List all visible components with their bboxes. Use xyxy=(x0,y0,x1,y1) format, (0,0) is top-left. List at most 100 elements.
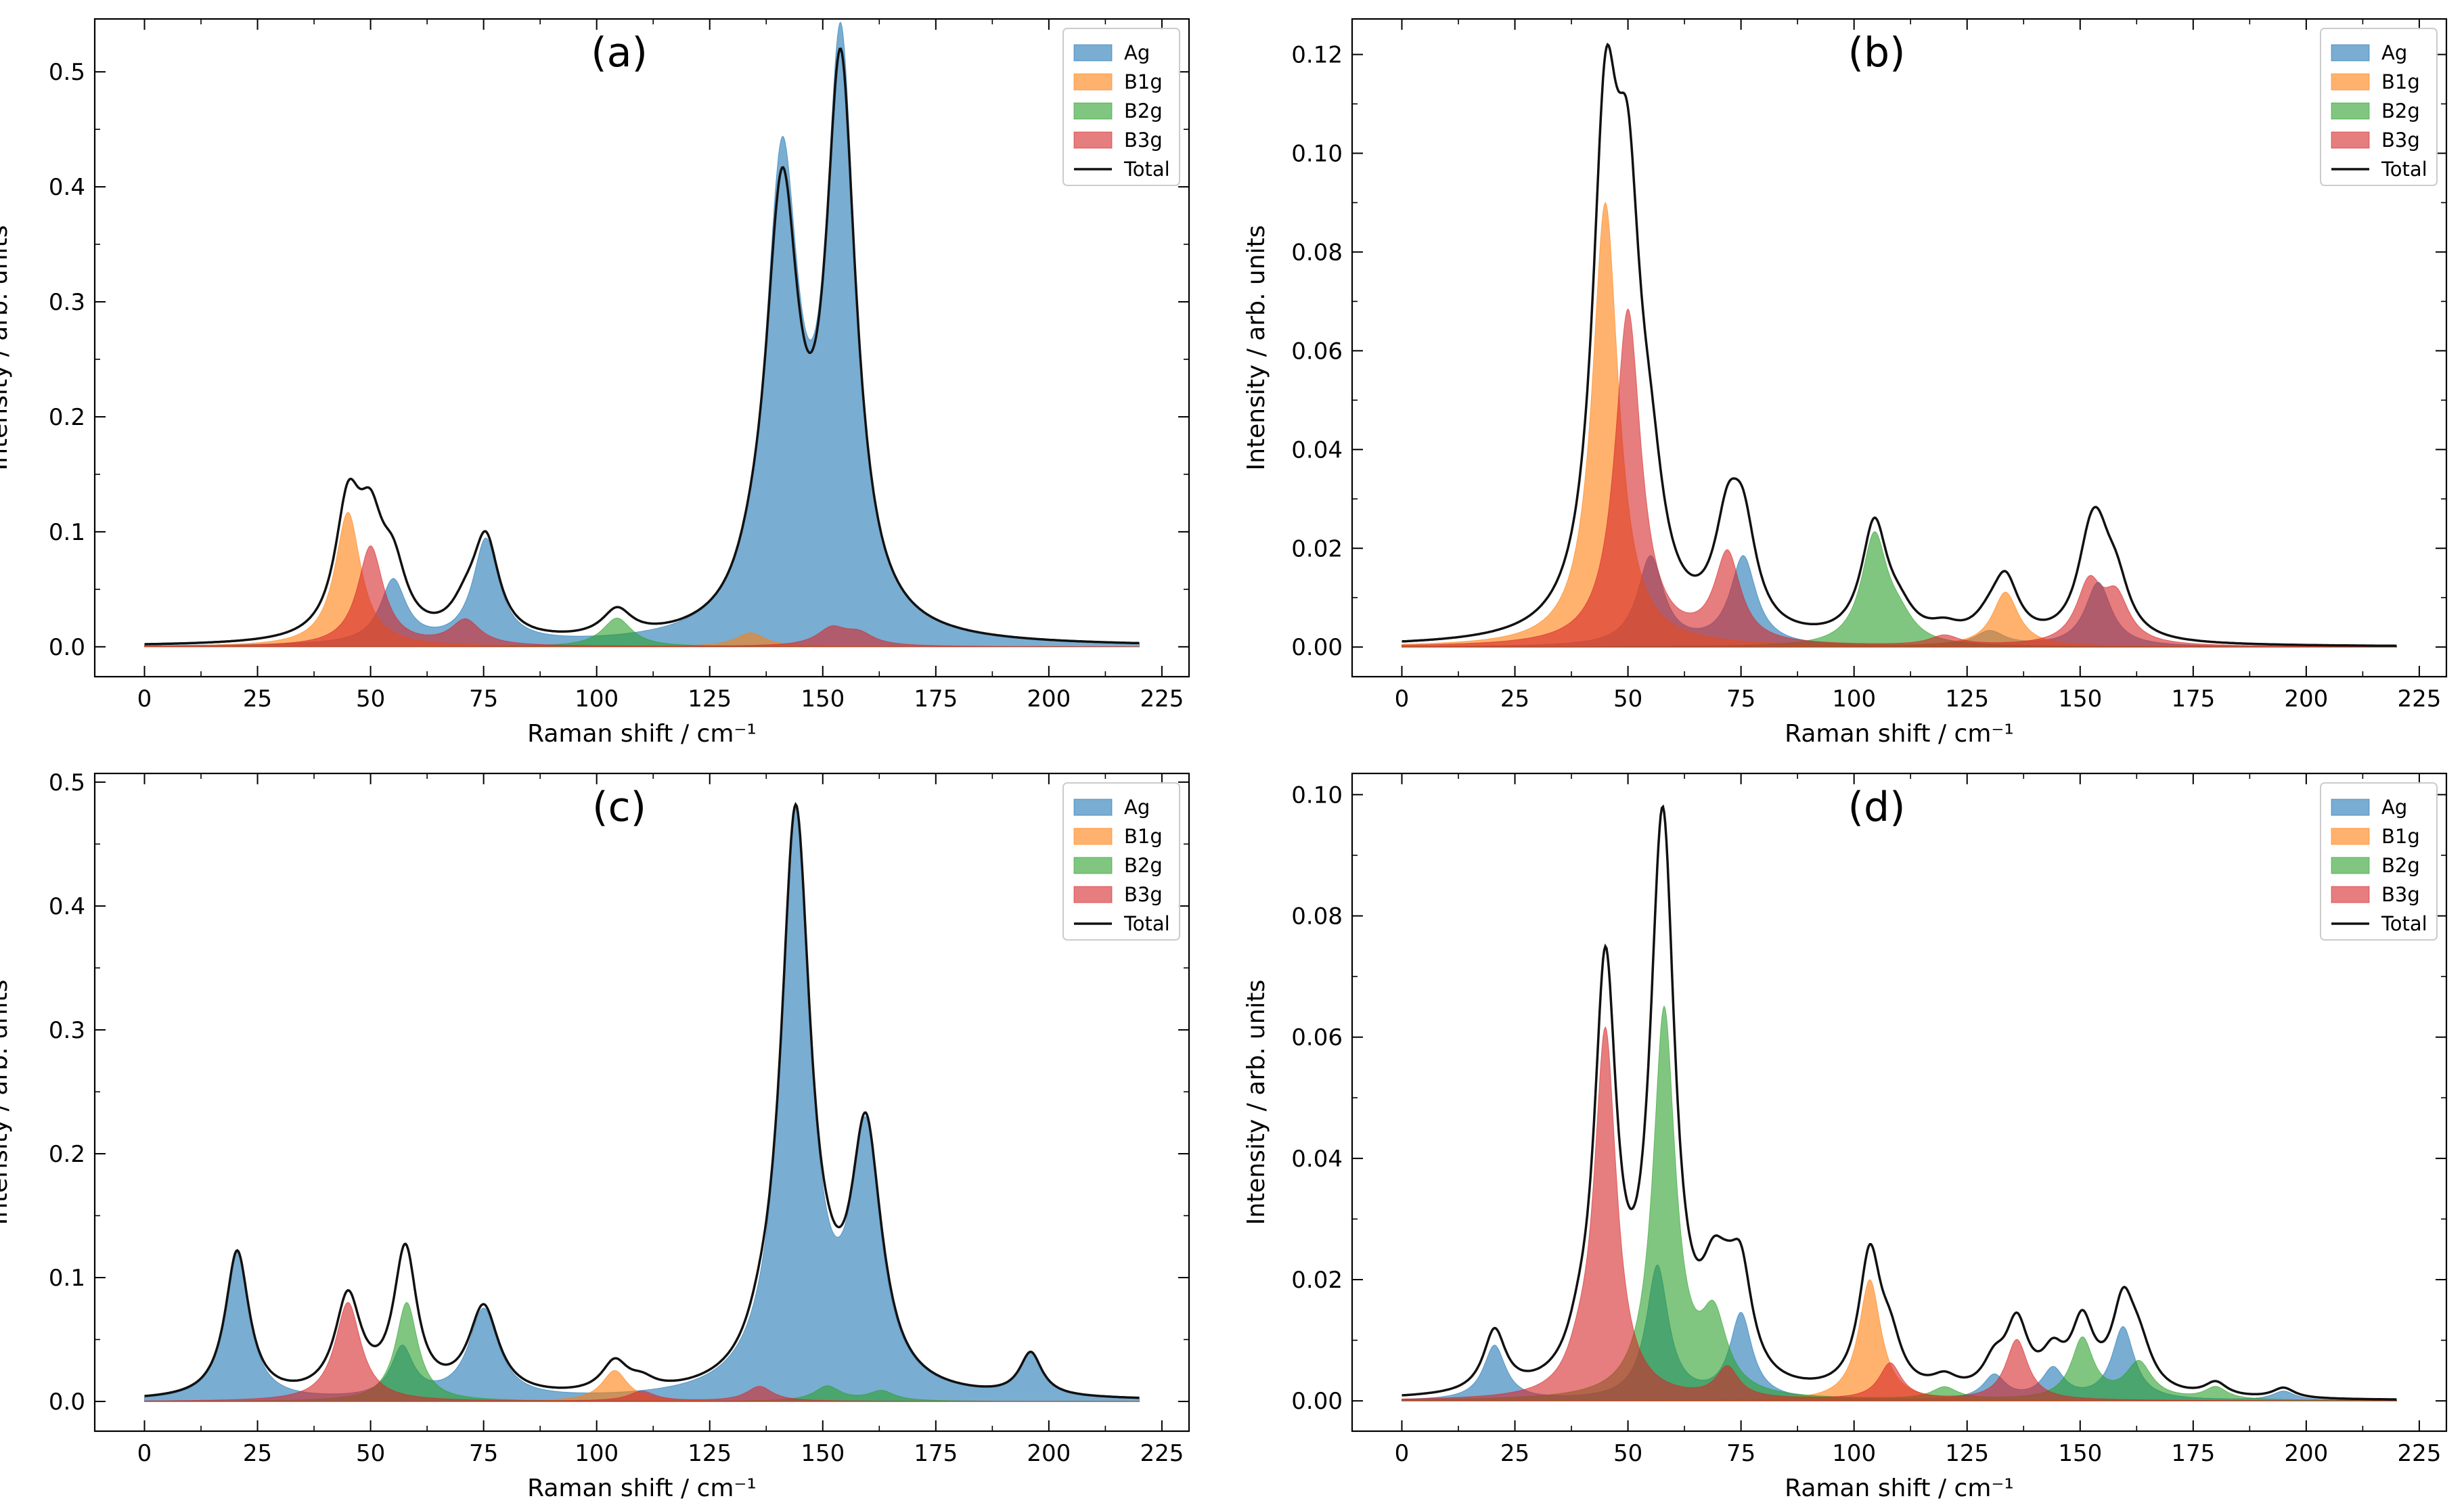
legend-label-b2g: B2g xyxy=(2381,854,2420,877)
y-tick-label: 0.08 xyxy=(1291,239,1343,266)
line-total xyxy=(1402,804,2397,1401)
legend-swatch-b3g xyxy=(1073,131,1113,149)
x-tick-label: 125 xyxy=(1945,1440,1989,1467)
x-tick-label: 150 xyxy=(2058,1440,2102,1467)
panel-4: 0 25 50 75 100 125 150 175 200 225 0.00 0.02 0.04 0.0… xyxy=(1242,772,2448,1502)
plot-area xyxy=(1402,804,2397,1401)
x-tick-label: 25 xyxy=(1500,685,1529,713)
x-tick-label: 100 xyxy=(575,685,619,713)
y-axis-label: Intensity / arb. units xyxy=(0,980,13,1225)
panel-2: 0 25 50 75 100 125 150 175 200 225 0.00 0.02 0.04 0.0… xyxy=(1242,18,2448,748)
y-axis-label: Intensity / arb. units xyxy=(1242,980,1270,1225)
y-tick-label: 0.06 xyxy=(1291,1024,1343,1052)
y-axis-label: Intensity / arb. units xyxy=(1242,225,1270,471)
y-tick-label: 0.12 xyxy=(1291,42,1343,69)
x-tick-label: 150 xyxy=(801,685,845,713)
y-tick-label: 0.2 xyxy=(49,404,85,431)
x-tick-label: 175 xyxy=(2171,1440,2215,1467)
legend-label-b2g: B2g xyxy=(2381,99,2420,122)
legend-label-b3g: B3g xyxy=(1124,883,1163,906)
legend: Ag B1g B2g B3g Total xyxy=(1062,782,1180,941)
legend-label-b3g: B3g xyxy=(2381,883,2420,906)
panel-label: (c) xyxy=(592,784,646,831)
x-tick-label: 225 xyxy=(2397,685,2441,713)
x-tick-label: 125 xyxy=(688,1440,732,1467)
x-tick-label: 175 xyxy=(914,1440,958,1467)
legend-label-b2g: B2g xyxy=(1124,99,1163,122)
legend-swatch-b2g xyxy=(2331,102,2370,120)
x-axis-label: Raman shift / cm⁻¹ xyxy=(527,1474,757,1502)
y-tick-label: 0.02 xyxy=(1291,1267,1343,1294)
panel-1: 0 25 50 75 100 125 150 175 200 225 0.0 0.1 0.2 0.3 0.4… xyxy=(0,18,1190,748)
x-tick-label: 50 xyxy=(356,685,385,713)
y-tick-label: 0.04 xyxy=(1291,436,1343,464)
axes-frame xyxy=(1351,18,2448,678)
y-tick-label: 0.02 xyxy=(1291,535,1343,562)
y-tick-label: 0.4 xyxy=(49,174,85,201)
axes-frame xyxy=(93,772,1190,1433)
area-b1g xyxy=(1402,202,2397,648)
legend-label-ag: Ag xyxy=(2381,41,2407,64)
x-tick-label: 150 xyxy=(801,1440,845,1467)
x-tick-label: 0 xyxy=(1395,685,1410,713)
area-b3g xyxy=(1402,308,2397,648)
x-tick-label: 0 xyxy=(137,1440,152,1467)
legend: Ag B1g B2g B3g Total xyxy=(2320,28,2438,186)
legend-label-total: Total xyxy=(2381,158,2427,181)
panel-label: (d) xyxy=(1848,784,1906,831)
legend-swatch-b3g xyxy=(2331,886,2370,903)
area-b3g xyxy=(144,1302,1140,1402)
axes-frame xyxy=(1351,772,2448,1433)
legend-label-total: Total xyxy=(2381,912,2427,935)
x-tick-label: 200 xyxy=(2284,1440,2328,1467)
legend: Ag B1g B2g B3g Total xyxy=(2320,782,2438,941)
legend-swatch-b2g xyxy=(2331,857,2370,874)
plot-area xyxy=(144,802,1140,1402)
panel-label: (a) xyxy=(591,29,648,76)
legend-swatch-b1g xyxy=(2331,73,2370,91)
legend-label-ag: Ag xyxy=(1124,796,1150,819)
x-axis-label: Raman shift / cm⁻¹ xyxy=(1785,720,2014,748)
legend-swatch-ag xyxy=(2331,44,2370,62)
x-axis-label: Raman shift / cm⁻¹ xyxy=(1785,1474,2014,1502)
legend-label-ag: Ag xyxy=(1124,41,1150,64)
area-b3g xyxy=(144,545,1140,648)
x-tick-label: 200 xyxy=(1027,685,1071,713)
x-tick-label: 175 xyxy=(914,685,958,713)
y-tick-label: 0.00 xyxy=(1291,1388,1343,1415)
legend-swatch-b2g xyxy=(1073,102,1113,120)
area-b3g xyxy=(1402,1026,2397,1401)
area-b1g xyxy=(144,512,1140,648)
y-tick-label: 0.06 xyxy=(1291,338,1343,365)
x-tick-label: 50 xyxy=(356,1440,385,1467)
x-tick-label: 225 xyxy=(2397,1440,2441,1467)
legend-swatch-b2g xyxy=(1073,857,1113,874)
y-tick-label: 0.10 xyxy=(1291,782,1343,809)
x-tick-label: 225 xyxy=(1140,685,1184,713)
legend-label-total: Total xyxy=(1123,912,1170,935)
legend-swatch-ag xyxy=(2331,798,2370,816)
x-tick-label: 125 xyxy=(688,685,732,713)
x-tick-label: 175 xyxy=(2171,685,2215,713)
legend-label-b1g: B1g xyxy=(2381,70,2420,93)
area-ag xyxy=(144,802,1140,1402)
area-ag xyxy=(144,22,1140,648)
x-axis-label: Raman shift / cm⁻¹ xyxy=(527,720,757,748)
line-total xyxy=(144,47,1140,646)
y-tick-label: 0.4 xyxy=(49,893,85,920)
legend-label-b1g: B1g xyxy=(1124,825,1163,848)
x-tick-label: 75 xyxy=(469,1440,498,1467)
x-tick-label: 150 xyxy=(2058,685,2102,713)
legend-swatch-b1g xyxy=(1073,73,1113,91)
y-tick-label: 0.00 xyxy=(1291,634,1343,661)
plot-area xyxy=(1402,43,2397,648)
x-tick-label: 75 xyxy=(1726,1440,1755,1467)
legend-swatch-b1g xyxy=(1073,828,1113,845)
x-tick-label: 225 xyxy=(1140,1440,1184,1467)
y-tick-label: 0.5 xyxy=(49,769,85,796)
y-axis-label: Intensity / arb. units xyxy=(0,225,13,471)
axes-frame xyxy=(93,18,1190,678)
y-tick-label: 0.0 xyxy=(49,634,85,661)
